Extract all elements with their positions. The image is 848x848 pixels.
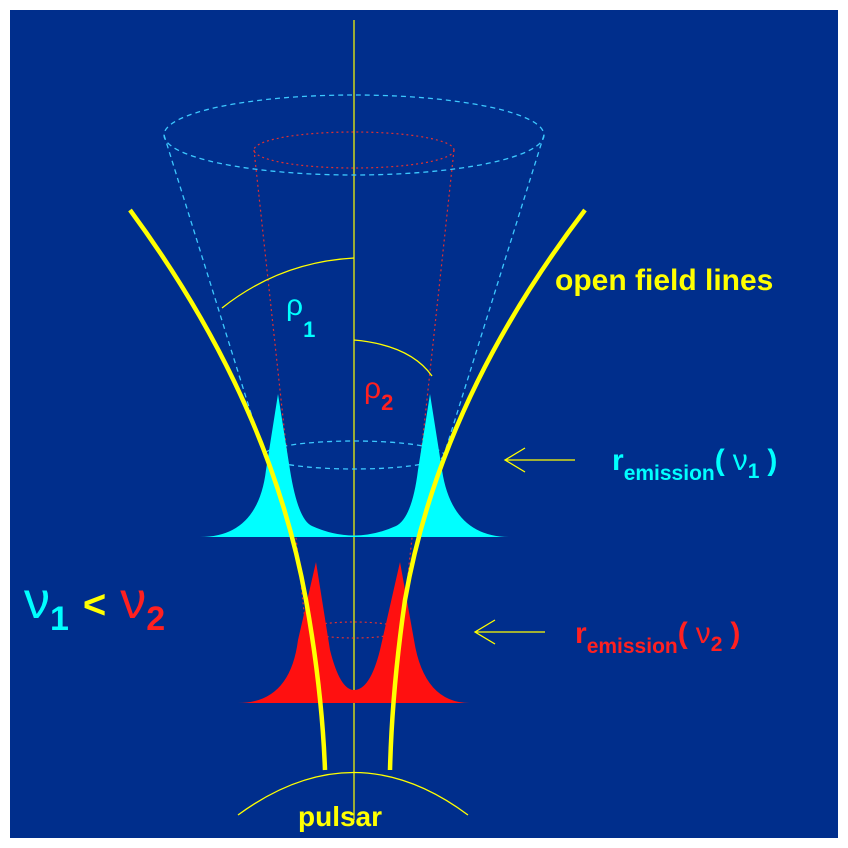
symbol: r	[575, 617, 587, 650]
symbol: ν	[120, 572, 146, 630]
operator: <	[83, 583, 106, 627]
paren: )	[730, 617, 740, 650]
subscript: 2	[381, 390, 393, 415]
subscript: 2	[146, 600, 165, 638]
symbol: ν	[696, 617, 711, 650]
symbol: ρ	[286, 289, 303, 322]
subscript: emission	[587, 635, 678, 658]
diagram: open field lines pulsar ρ1 ρ2 remission(…	[0, 0, 848, 848]
subscript: 1	[303, 317, 315, 342]
subscript: emission	[624, 462, 715, 485]
paren: (	[715, 444, 725, 477]
label: open field lines	[555, 264, 773, 297]
paren: )	[767, 444, 777, 477]
label: pulsar	[298, 801, 382, 832]
symbol: ν	[733, 444, 748, 477]
subscript: 1	[748, 460, 760, 483]
symbol: r	[612, 444, 624, 477]
paren: (	[678, 617, 688, 650]
subscript: 2	[711, 633, 723, 656]
subscript: 1	[50, 600, 69, 638]
symbol: ν	[24, 572, 50, 630]
symbol: ρ	[364, 372, 381, 405]
